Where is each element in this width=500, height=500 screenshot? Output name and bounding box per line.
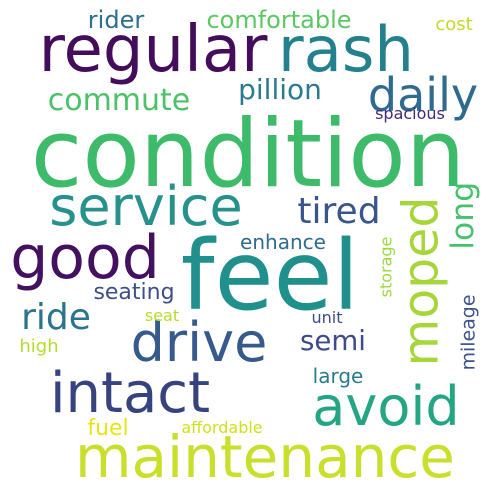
word-tired: tired	[297, 191, 381, 232]
word-spacious: spacious	[375, 104, 445, 123]
word-intact: intact	[49, 361, 211, 426]
word-unit: unit	[311, 308, 343, 327]
word-daily: daily	[367, 68, 479, 122]
word-pillion: pillion	[238, 73, 322, 106]
word-storage: storage	[376, 236, 395, 298]
word-service: service	[49, 175, 243, 238]
word-high: high	[19, 336, 59, 357]
word-good: good	[10, 223, 160, 293]
word-moped: moped	[392, 196, 450, 366]
word-large: large	[312, 364, 364, 388]
word-avoid: avoid	[312, 375, 460, 438]
word-rash: rash	[278, 12, 414, 86]
word-fuel: fuel	[87, 416, 129, 441]
word-feel: feel	[180, 220, 360, 332]
word-seat: seat	[144, 306, 180, 325]
word-seating: seating	[93, 280, 175, 305]
word-long: long	[445, 182, 482, 250]
word-comfortable: comfortable	[206, 6, 352, 34]
word-regular: regular	[38, 13, 268, 87]
word-mileage: mileage	[457, 294, 480, 370]
word-cost: cost	[435, 14, 473, 35]
word-commute: commute	[47, 83, 191, 118]
word-maintenance: maintenance	[75, 423, 455, 491]
word-enhance: enhance	[240, 230, 326, 254]
word-drive: drive	[130, 311, 268, 374]
word-rider: rider	[87, 6, 145, 34]
word-affordable: affordable	[181, 418, 263, 437]
word-ride: ride	[21, 297, 91, 338]
word-condition: condition	[30, 100, 466, 209]
word-semi: semi	[300, 324, 366, 358]
